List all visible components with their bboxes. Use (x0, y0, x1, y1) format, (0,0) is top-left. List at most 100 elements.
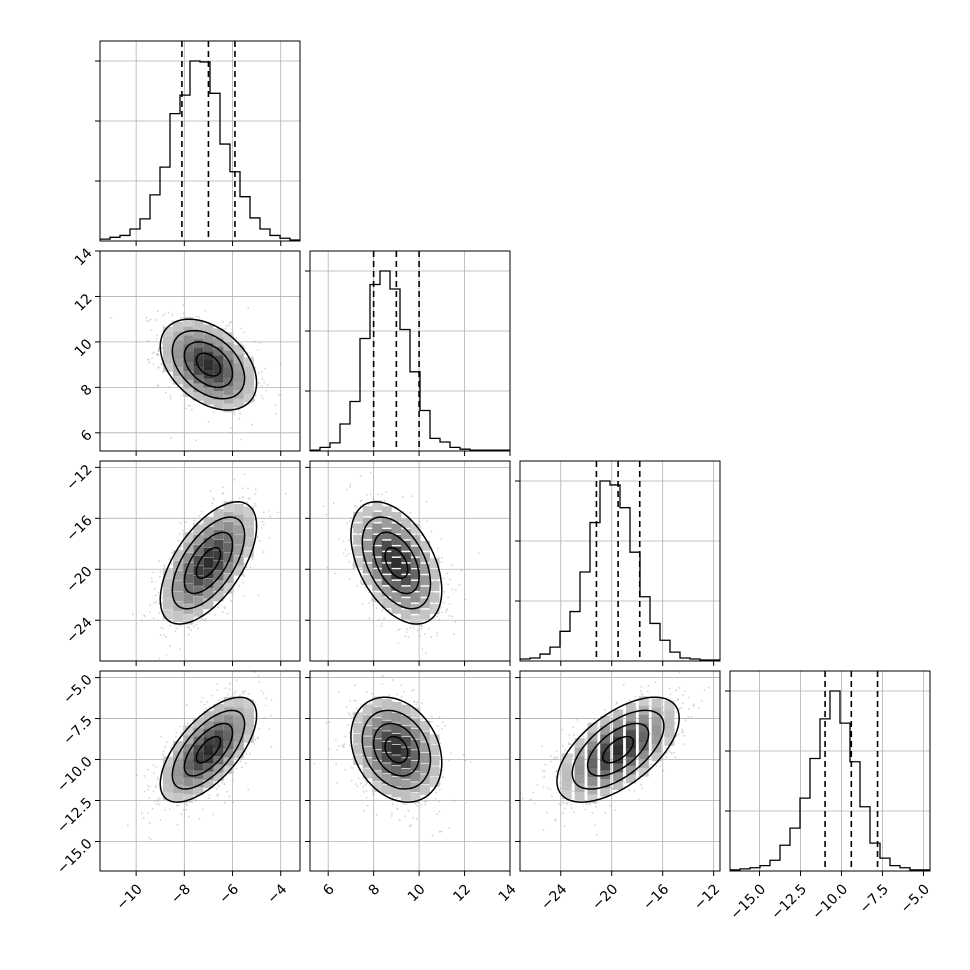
ticks (725, 690, 924, 876)
scatter-panel-2-0: −24 −20 −16 −12 (63, 460, 301, 666)
hist-bin (650, 623, 660, 661)
y-tick-label: −16 (63, 513, 95, 545)
x-tick-label: −10 (114, 881, 146, 913)
contour-lines (350, 501, 443, 625)
hist-bin (160, 167, 170, 241)
x-tick-label: 14 (496, 881, 520, 905)
hist-bin (770, 860, 780, 871)
y-tick-label: −12 (63, 462, 95, 494)
gridlines (100, 41, 300, 241)
x-tick-label: −6 (216, 881, 242, 907)
hist-bin (860, 807, 870, 871)
hist-bin (620, 508, 630, 661)
histogram-panel-1-1 (305, 250, 511, 456)
density-shading (353, 500, 440, 626)
hist-bin (430, 438, 440, 451)
gridlines (100, 461, 300, 661)
contour-lines (350, 696, 443, 803)
gridlines (520, 671, 720, 871)
hist-bin (150, 195, 160, 241)
gridlines (730, 671, 930, 871)
x-tick-label: −20 (589, 881, 621, 913)
x-tick-label: 6 (320, 881, 338, 899)
ticks (305, 466, 511, 666)
hist-bin (370, 285, 380, 452)
histogram-panel-2-2 (515, 460, 721, 666)
ticks (95, 60, 282, 246)
y-tick-label: 6 (78, 427, 96, 445)
hist-bin (580, 572, 590, 661)
hist-bin (800, 798, 810, 871)
contour-lines (556, 696, 680, 803)
hist-bin (170, 114, 180, 241)
scatter-panel-3-1: 6 8 10 12 14 (305, 670, 520, 905)
hist-bin (420, 411, 430, 452)
hist-bin (360, 339, 370, 452)
histogram-panel-3-3: −15.0 −12.5 −10.0 −7.5 −5.0 (725, 670, 933, 923)
hist-bin (440, 442, 450, 451)
gridlines-y (310, 677, 510, 842)
gridlines (520, 461, 720, 661)
x-tick-label: 12 (450, 881, 474, 905)
x-tick-label: −7.5 (857, 881, 892, 916)
hist-bin (570, 612, 580, 661)
scatter-panel-1-0: 6 8 10 12 14 (72, 245, 301, 456)
hist-bin (830, 691, 840, 871)
hist-bin (140, 219, 150, 241)
hist-bin (600, 481, 610, 661)
hist-step-line (100, 60, 300, 241)
hist-bin (780, 845, 790, 871)
scatter-panel-3-2: −24 −20 −16 −12 (515, 670, 723, 914)
y-tick-label: 8 (78, 382, 96, 400)
x-tick-label: −12.5 (768, 881, 810, 923)
hist-bin (400, 330, 410, 452)
density-shading (561, 696, 675, 804)
hist-step-line (520, 480, 720, 661)
hist-bin (550, 647, 560, 661)
hist-bin (560, 631, 570, 661)
hist-bin (810, 759, 820, 872)
x-tick-label: −24 (538, 881, 570, 913)
hist-bin (350, 402, 360, 452)
histogram-panel-0-0 (95, 40, 301, 246)
scatter-panel-3-0: −15.0−12.5−10.0 −7.5 −5.0 −10 −8 −6 −4 (54, 670, 301, 914)
y-tick-label: −24 (63, 615, 95, 647)
x-tick-label: −8 (168, 881, 194, 907)
y-tick-label: 10 (72, 336, 96, 360)
x-tick-label: −15.0 (727, 881, 769, 923)
y-tick-label: −10.0 (54, 754, 96, 796)
hist-bin (760, 866, 770, 871)
gridlines-y (520, 677, 720, 842)
contour-lines (159, 696, 258, 803)
hist-bin (330, 443, 340, 451)
hist-bin (590, 523, 600, 661)
hist-bin (250, 218, 260, 241)
x-tick-label: −10.0 (809, 881, 851, 923)
density-shading (353, 696, 440, 803)
ticks (305, 270, 511, 456)
ticks (305, 677, 511, 876)
hist-bin (640, 597, 650, 661)
ticks (95, 466, 282, 666)
contour-lines (159, 318, 258, 411)
ticks (95, 250, 282, 456)
hist-bin (210, 93, 220, 241)
ticks (95, 677, 282, 876)
density-shading (162, 501, 254, 625)
x-tick-label: −16 (640, 881, 672, 913)
y-tick-label: −7.5 (60, 713, 95, 748)
x-tick-label: −12 (691, 881, 723, 913)
hist-bin (220, 144, 230, 241)
y-tick-label: 14 (72, 245, 96, 269)
ticks (515, 480, 715, 666)
hist-bin (670, 652, 680, 661)
hist-bin (180, 95, 190, 241)
contour-lines (159, 501, 258, 625)
hist-bin (880, 858, 890, 871)
y-tick-label: 12 (72, 291, 96, 315)
x-tick-label: −4 (264, 881, 290, 907)
scatter-panel-2-1 (305, 460, 511, 666)
x-tick-label: 10 (405, 881, 429, 905)
hist-bin (270, 235, 280, 241)
